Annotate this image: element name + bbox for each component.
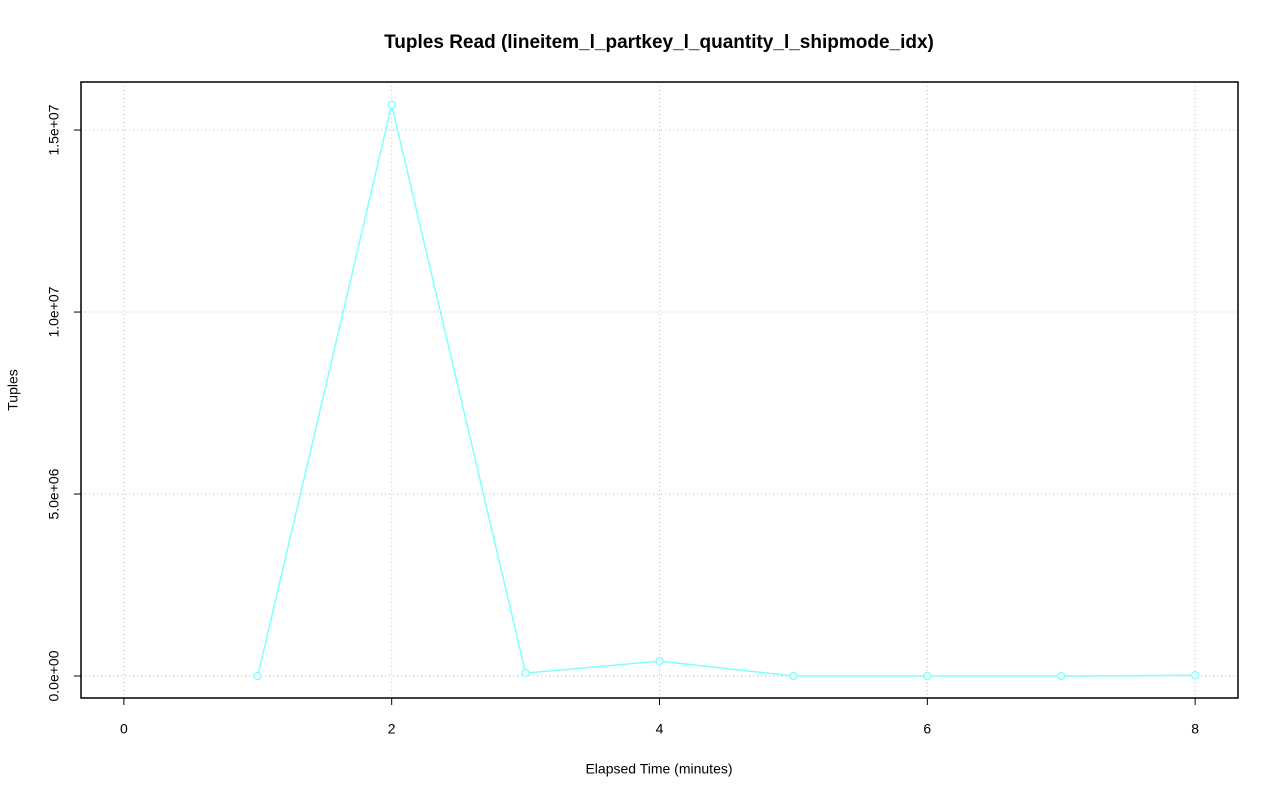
data-point <box>1057 671 1066 681</box>
chart-title: Tuples Read (lineitem_l_partkey_l_quanti… <box>384 32 934 53</box>
data-point <box>521 668 530 678</box>
y-tick-label: 1.5e+07 <box>46 104 62 155</box>
x-tick-label: 8 <box>1191 721 1199 737</box>
y-tick-label: 5.0e+06 <box>46 468 62 519</box>
data-point <box>923 671 932 681</box>
y-tick-label: 0.0e+00 <box>46 650 62 701</box>
data-point <box>253 671 262 681</box>
data-point <box>789 671 798 681</box>
x-tick-label: 0 <box>120 721 128 737</box>
x-tick-label: 2 <box>388 721 396 737</box>
series-line <box>257 104 1196 677</box>
data-point <box>655 656 664 666</box>
y-axis-label: Tuples <box>5 369 21 411</box>
x-tick-label: 4 <box>656 721 664 737</box>
x-axis-label: Elapsed Time (minutes) <box>585 761 732 777</box>
x-tick-label: 6 <box>923 721 931 737</box>
plot-frame <box>80 81 1239 699</box>
data-point <box>1190 671 1200 680</box>
y-tick-label: 1.0e+07 <box>46 286 62 337</box>
data-point <box>387 100 396 110</box>
